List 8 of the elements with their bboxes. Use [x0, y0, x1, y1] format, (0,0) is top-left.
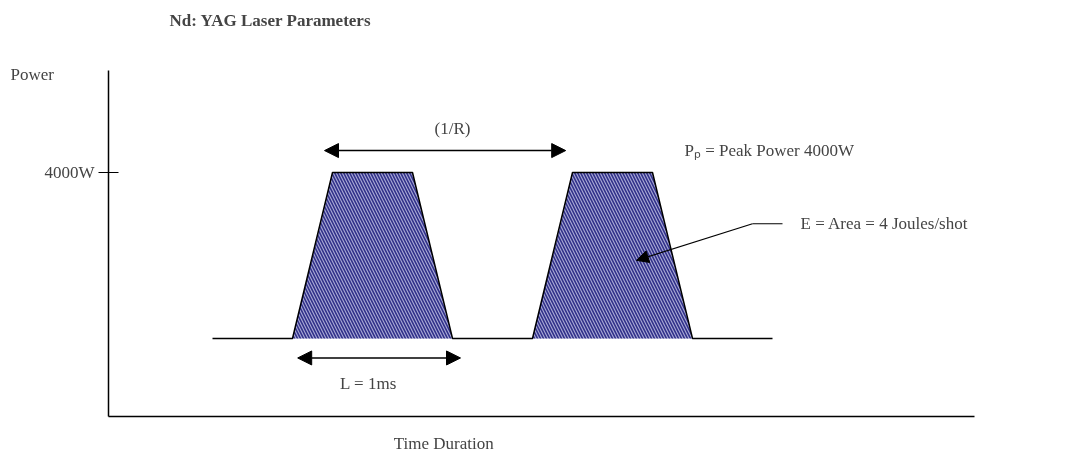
- text: Power: [10, 65, 55, 85]
- annotation: L = 1ms: [340, 374, 397, 394]
- text: 4000W: [44, 163, 96, 183]
- chart-title: Nd: YAG Laser Parameters: [169, 11, 371, 31]
- text: Pₚ = Peak Power 4000W: [684, 141, 856, 162]
- x-axis-title: Time Duration: [393, 433, 495, 453]
- text: (1/R): [434, 119, 471, 139]
- text: E = Area = 4 Joules/shot: [800, 214, 968, 234]
